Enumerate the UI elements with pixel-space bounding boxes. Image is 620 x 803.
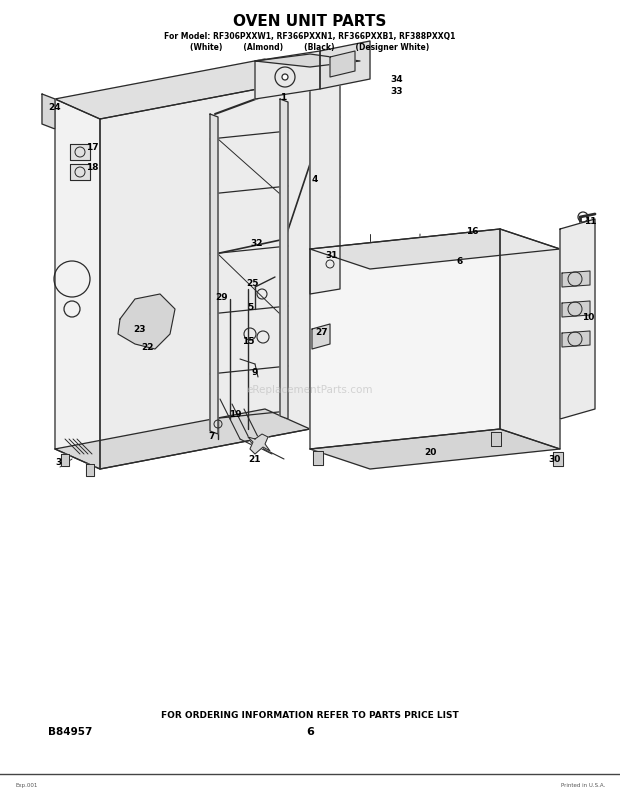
Polygon shape bbox=[313, 451, 323, 466]
Text: 3: 3 bbox=[55, 458, 61, 467]
Text: 7: 7 bbox=[209, 432, 215, 441]
Text: For Model: RF306PXXW1, RF366PXXN1, RF366PXXB1, RF388PXXQ1: For Model: RF306PXXW1, RF366PXXN1, RF366… bbox=[164, 31, 456, 40]
Polygon shape bbox=[280, 100, 288, 419]
Polygon shape bbox=[310, 78, 340, 295]
Polygon shape bbox=[248, 434, 270, 454]
Polygon shape bbox=[118, 295, 175, 349]
Text: 22: 22 bbox=[141, 343, 153, 352]
Text: 31: 31 bbox=[326, 251, 339, 259]
Text: Printed in U.S.A.: Printed in U.S.A. bbox=[560, 783, 605, 788]
Polygon shape bbox=[70, 145, 90, 161]
Polygon shape bbox=[310, 430, 560, 470]
Polygon shape bbox=[560, 220, 595, 419]
Text: 10: 10 bbox=[582, 313, 594, 322]
Text: 15: 15 bbox=[242, 337, 254, 346]
Text: 11: 11 bbox=[584, 218, 596, 226]
Text: (White)        (Almond)        (Black)        (Designer White): (White) (Almond) (Black) (Designer White… bbox=[190, 43, 430, 51]
Text: Exp.001: Exp.001 bbox=[15, 783, 37, 788]
Text: 27: 27 bbox=[316, 328, 329, 337]
Polygon shape bbox=[312, 324, 330, 349]
Text: 33: 33 bbox=[391, 88, 403, 96]
Text: 19: 19 bbox=[229, 410, 241, 419]
Text: eReplacementParts.com: eReplacementParts.com bbox=[247, 385, 373, 394]
Text: 32: 32 bbox=[250, 238, 264, 247]
Polygon shape bbox=[330, 52, 355, 78]
Polygon shape bbox=[210, 115, 218, 434]
Text: 18: 18 bbox=[86, 163, 98, 173]
Text: 4: 4 bbox=[312, 175, 318, 184]
Text: 23: 23 bbox=[134, 325, 146, 334]
Text: B84957: B84957 bbox=[48, 726, 92, 736]
Text: 6: 6 bbox=[457, 257, 463, 266]
Text: 9: 9 bbox=[252, 368, 258, 377]
Text: 17: 17 bbox=[86, 143, 99, 153]
Polygon shape bbox=[55, 60, 310, 120]
Polygon shape bbox=[320, 42, 370, 90]
Text: 21: 21 bbox=[249, 455, 261, 464]
Polygon shape bbox=[310, 230, 500, 450]
Polygon shape bbox=[562, 271, 590, 287]
Text: 24: 24 bbox=[49, 104, 61, 112]
Polygon shape bbox=[562, 332, 590, 348]
Polygon shape bbox=[255, 55, 360, 68]
Text: 29: 29 bbox=[216, 293, 228, 302]
Text: 1: 1 bbox=[280, 93, 286, 102]
Text: 6: 6 bbox=[306, 726, 314, 736]
Polygon shape bbox=[500, 230, 560, 450]
Polygon shape bbox=[55, 410, 310, 470]
Polygon shape bbox=[562, 302, 590, 318]
Polygon shape bbox=[553, 452, 563, 467]
Polygon shape bbox=[100, 80, 310, 470]
Polygon shape bbox=[61, 454, 69, 467]
Polygon shape bbox=[86, 464, 94, 476]
Polygon shape bbox=[310, 230, 560, 270]
Polygon shape bbox=[70, 165, 90, 181]
Text: 34: 34 bbox=[391, 75, 404, 84]
Text: 16: 16 bbox=[466, 227, 478, 236]
Text: 5: 5 bbox=[247, 303, 253, 312]
Text: OVEN UNIT PARTS: OVEN UNIT PARTS bbox=[233, 14, 387, 30]
Text: FOR ORDERING INFORMATION REFER TO PARTS PRICE LIST: FOR ORDERING INFORMATION REFER TO PARTS … bbox=[161, 711, 459, 719]
Circle shape bbox=[282, 75, 288, 81]
Polygon shape bbox=[42, 95, 55, 130]
Polygon shape bbox=[255, 52, 320, 100]
Polygon shape bbox=[55, 100, 100, 470]
Polygon shape bbox=[491, 433, 501, 446]
Text: 20: 20 bbox=[424, 448, 436, 457]
Text: 30: 30 bbox=[549, 455, 561, 464]
Text: 25: 25 bbox=[247, 279, 259, 288]
